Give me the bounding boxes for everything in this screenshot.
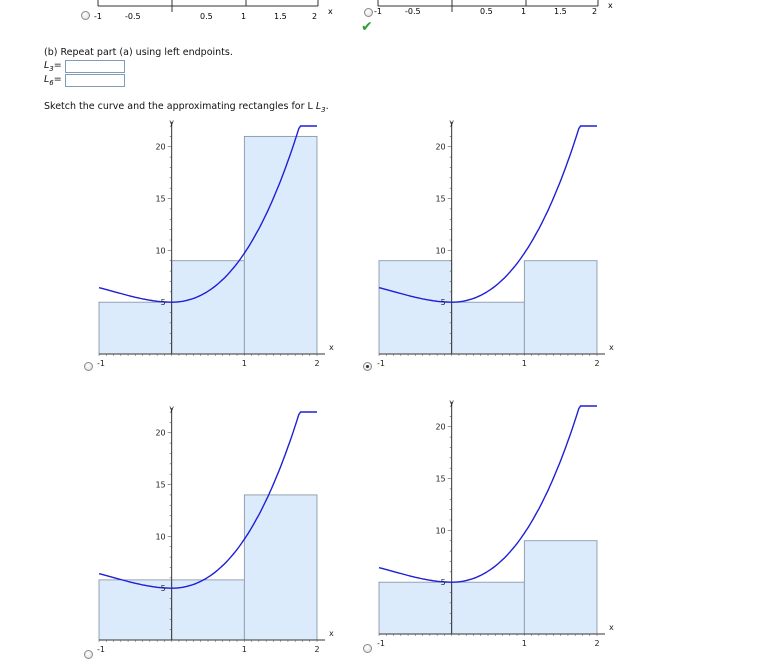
graph-option-2: 5 10 15 20 -1 1 2 x y [377, 118, 614, 368]
function-curve [378, 125, 597, 303]
approx-rectangle [243, 494, 318, 641]
x-axis-label: x [329, 629, 334, 638]
x-tick-label: -1 [97, 645, 105, 654]
function-curve [98, 411, 317, 589]
y-tick-label: 10 [435, 246, 445, 255]
x-axis-label: x [328, 7, 333, 16]
sketch-prompt: Sketch the curve and the approximating r… [44, 101, 329, 114]
y-tick-label: 20 [155, 429, 165, 438]
y-tick-label: 5 [441, 578, 446, 587]
tick-label: 1.5 [554, 7, 567, 16]
x-axis-label: x [608, 1, 613, 10]
radio-option-2[interactable] [363, 362, 372, 371]
x-axis-label: x [609, 343, 614, 352]
graph-option-1: 5 10 15 20 -1 1 2 x y [97, 118, 334, 368]
y-tick-label: 10 [435, 526, 445, 535]
approx-rectangle [523, 540, 598, 635]
tick-label: 1 [241, 12, 246, 21]
y-tick-label: 10 [155, 246, 165, 255]
y-tick-label: 20 [435, 423, 445, 432]
approx-rectangle [523, 260, 598, 355]
x-tick-label: 2 [594, 639, 599, 648]
radio-top-right[interactable] [364, 8, 373, 17]
graph-option-4: 5 10 15 20 -1 1 2 x y [377, 398, 614, 648]
tick-label: 0.5 [200, 12, 213, 21]
y-tick-label: 5 [161, 298, 166, 307]
correct-check-icon: ✔ [361, 19, 373, 35]
tick-label: -1 [94, 12, 102, 21]
l6-label: L6= [44, 74, 62, 87]
x-tick-label: 1 [522, 359, 527, 368]
l3-input[interactable] [65, 60, 125, 73]
x-axis-label: x [329, 343, 334, 352]
approx-rectangle [243, 135, 318, 355]
y-axis-label: y [449, 118, 454, 127]
y-axis-label: y [169, 404, 174, 413]
y-tick-label: 20 [435, 143, 445, 152]
function-curve [98, 125, 317, 303]
graph-option-3: 5 10 15 20 -1 1 2 x y [97, 404, 334, 654]
l3-label: L3= [44, 60, 62, 73]
y-axis-label: y [169, 118, 174, 127]
x-tick-label: -1 [377, 359, 385, 368]
x-tick-label: 2 [314, 645, 319, 654]
x-tick-label: 2 [314, 359, 319, 368]
tick-label: -0.5 [405, 7, 421, 16]
tick-label: 0.5 [480, 7, 493, 16]
y-tick-label: 5 [441, 298, 446, 307]
y-tick-label: 5 [161, 584, 166, 593]
function-curve [378, 405, 597, 583]
y-tick-label: 15 [435, 475, 445, 484]
x-tick-label: -1 [97, 359, 105, 368]
x-tick-label: 1 [242, 645, 247, 654]
y-tick-label: 15 [435, 195, 445, 204]
approx-rectangle [451, 301, 525, 355]
approx-rectangle [378, 260, 453, 355]
radio-option-3[interactable] [84, 650, 93, 659]
y-tick-label: 15 [155, 481, 165, 490]
tick-label: -1 [374, 7, 382, 16]
x-tick-label: 2 [594, 359, 599, 368]
tick-label: 2 [592, 7, 597, 16]
tick-label: -0.5 [125, 12, 141, 21]
y-tick-label: 15 [155, 195, 165, 204]
radio-option-4[interactable] [363, 644, 372, 653]
l6-input[interactable] [65, 74, 125, 87]
y-axis-label: y [449, 398, 454, 407]
top-axis-left: -1 -0.5 0.5 1 1.5 2 x [94, 0, 333, 21]
radio-option-1[interactable] [84, 362, 93, 371]
approx-rectangle [98, 301, 173, 355]
tick-label: 1.5 [274, 12, 287, 21]
x-tick-label: -1 [377, 639, 385, 648]
y-tick-label: 10 [155, 532, 165, 541]
part-b-prompt: (b) Repeat part (a) using left endpoints… [44, 47, 233, 58]
tick-label: 1 [521, 7, 526, 16]
approx-rectangle [171, 260, 245, 355]
approx-rectangle [451, 581, 525, 635]
x-tick-label: 1 [522, 639, 527, 648]
x-tick-label: 1 [242, 359, 247, 368]
top-axis-right: -1 -0.5 0.5 1 1.5 2 x [374, 0, 613, 16]
tick-label: 2 [312, 12, 317, 21]
radio-top-left[interactable] [81, 11, 90, 20]
y-tick-label: 20 [155, 143, 165, 152]
approx-rectangle [378, 581, 453, 635]
x-axis-label: x [609, 623, 614, 632]
approx-rectangle [171, 579, 245, 641]
